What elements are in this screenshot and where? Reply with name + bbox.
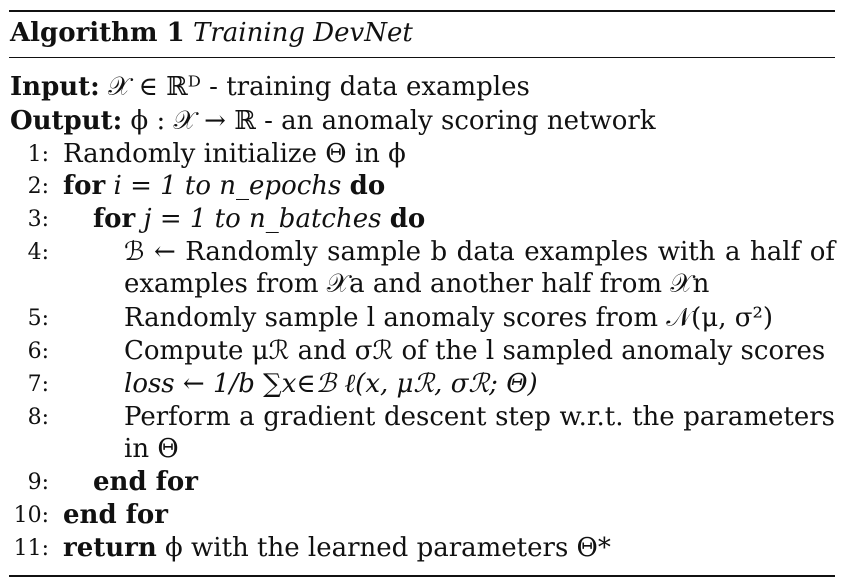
bottom-rule xyxy=(9,575,835,577)
step-number: 10: xyxy=(13,503,49,528)
step-number: 2: xyxy=(27,174,49,199)
step-number: 4: xyxy=(27,240,49,265)
keyword-end-for: end for xyxy=(93,467,198,497)
keyword-do: do xyxy=(349,171,386,201)
keyword-return: return xyxy=(63,533,157,563)
step-text: j = 1 to n_batches xyxy=(143,204,382,234)
keyword-for: for xyxy=(93,204,136,234)
algorithm-label: Algorithm 1 xyxy=(10,18,185,48)
step-text-cont: examples from 𝒳a and another half from 𝒳… xyxy=(124,269,710,299)
input-text: 𝒳 ∈ ℝᴰ - training data examples xyxy=(108,72,530,102)
step-text: Randomly initialize Θ in ϕ xyxy=(63,139,406,169)
step-text: Compute μℛ and σℛ of the l sampled anoma… xyxy=(124,336,826,366)
header-rule xyxy=(9,57,835,58)
step-text: loss ← 1/b ∑x∈ℬ ℓ(x, μℛ, σℛ; Θ) xyxy=(124,369,538,399)
keyword-for: for xyxy=(63,171,106,201)
step-number: 9: xyxy=(27,470,49,495)
top-rule xyxy=(9,10,835,12)
step-number: 7: xyxy=(27,372,49,397)
step-number: 3: xyxy=(27,207,49,232)
step-text: Perform a gradient descent step w.r.t. t… xyxy=(124,402,835,432)
step-number: 6: xyxy=(27,339,49,364)
step-text-cont: in Θ xyxy=(124,434,179,464)
output-text: ϕ : 𝒳 → ℝ - an anomaly scoring network xyxy=(130,106,656,136)
keyword-end-for: end for xyxy=(63,500,168,530)
algorithm-title: Algorithm 1 Training DevNet xyxy=(10,14,413,52)
step-text: ϕ with the learned parameters Θ* xyxy=(165,533,611,563)
output-line: Output: ϕ : 𝒳 → ℝ - an anomaly scoring n… xyxy=(10,104,656,138)
algorithm-name: Training DevNet xyxy=(192,18,413,48)
step-number: 1: xyxy=(27,142,49,167)
output-label: Output: xyxy=(10,106,123,136)
step-number: 5: xyxy=(27,306,49,331)
step-text: Randomly sample l anomaly scores from 𝒩(… xyxy=(124,303,774,333)
input-line: Input: 𝒳 ∈ ℝᴰ - training data examples xyxy=(10,70,530,104)
step-text: i = 1 to n_epochs xyxy=(113,171,342,201)
step-number: 11: xyxy=(13,536,49,561)
step-number: 8: xyxy=(27,405,49,430)
step-text: ℬ ← Randomly sample b data examples with… xyxy=(124,237,835,267)
input-label: Input: xyxy=(10,72,100,102)
keyword-do: do xyxy=(389,204,426,234)
